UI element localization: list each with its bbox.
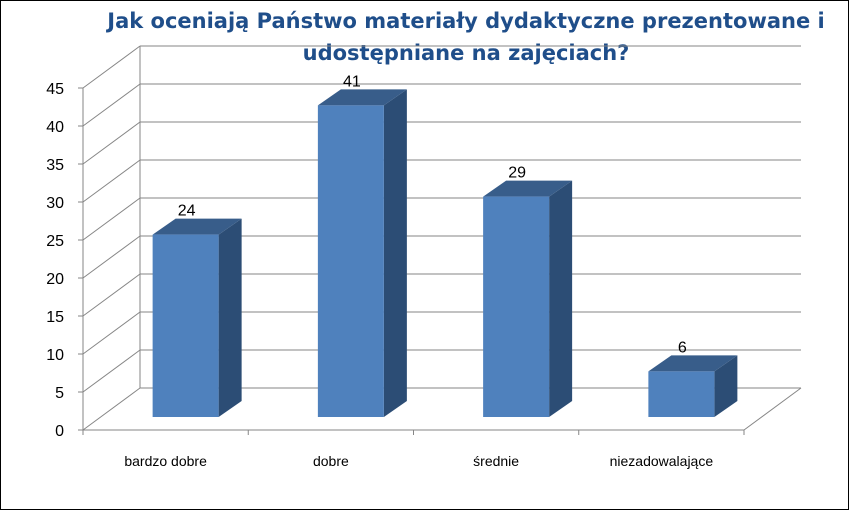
gridline-side bbox=[82, 197, 141, 241]
chart-title: Jak oceniają Państwo materiały dydaktycz… bbox=[107, 9, 825, 65]
category-label: średnie bbox=[473, 453, 519, 469]
bar-2 bbox=[317, 105, 384, 418]
floor-right-edge bbox=[743, 387, 802, 431]
gridline-side bbox=[82, 273, 141, 317]
y-tick-label: 20 bbox=[46, 271, 64, 288]
bar-side-3 bbox=[549, 180, 573, 417]
y-tick-label: 45 bbox=[46, 81, 64, 98]
y-tick-label: 15 bbox=[46, 309, 64, 326]
gridline-side bbox=[82, 311, 141, 355]
y-tick-label: 30 bbox=[46, 195, 64, 212]
bar-3 bbox=[483, 196, 550, 417]
bar-top-1 bbox=[152, 218, 242, 235]
y-tick-label: 40 bbox=[46, 119, 64, 136]
bar-top-2 bbox=[317, 89, 407, 106]
data-label: 6 bbox=[678, 339, 687, 356]
gridline-side bbox=[82, 83, 141, 127]
category-label: bardzo dobre bbox=[124, 453, 207, 469]
gridline-side bbox=[82, 349, 141, 393]
gridline-side bbox=[82, 387, 141, 431]
bar-4 bbox=[648, 371, 715, 417]
bar-top-4 bbox=[648, 355, 738, 372]
bar-side-1 bbox=[218, 218, 242, 417]
bar-top-3 bbox=[483, 180, 573, 197]
gridline-side bbox=[82, 45, 141, 89]
gridline-side bbox=[82, 159, 141, 203]
data-label: 24 bbox=[178, 203, 196, 220]
data-label: 29 bbox=[508, 165, 526, 182]
category-label: niezadowalające bbox=[610, 453, 714, 469]
data-label: 41 bbox=[343, 73, 361, 90]
y-tick-label: 0 bbox=[55, 423, 64, 440]
y-tick-label: 35 bbox=[46, 157, 64, 174]
y-tick-label: 5 bbox=[55, 385, 64, 402]
y-tick-label: 25 bbox=[46, 233, 64, 250]
bar-side-4 bbox=[714, 355, 738, 417]
bar-1 bbox=[152, 234, 219, 417]
gridline-side bbox=[82, 235, 141, 279]
bar-side-2 bbox=[383, 89, 407, 418]
gridline-side bbox=[82, 121, 141, 165]
y-tick-label: 10 bbox=[46, 347, 64, 364]
category-label: dobre bbox=[313, 453, 349, 469]
